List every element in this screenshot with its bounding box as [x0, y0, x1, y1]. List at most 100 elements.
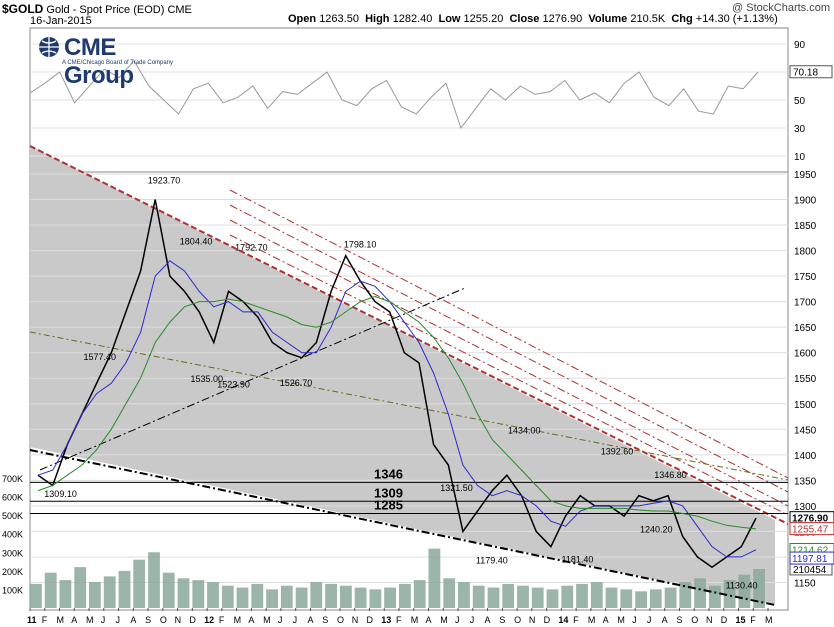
volume-bar: [517, 585, 529, 608]
price-tick-label: 1500: [794, 400, 817, 411]
x-tick-label: F: [396, 615, 402, 625]
indicator-tick-label: 30: [794, 124, 806, 135]
volume-bar: [679, 582, 692, 608]
x-tick-label: A: [71, 615, 77, 625]
logo-subtitle: A CME/Chicago Board of Trade Company: [62, 60, 174, 66]
x-tick-label: A: [485, 615, 491, 625]
indicator-last-value: 70.18: [793, 68, 818, 79]
chg-label: Chg: [671, 13, 693, 25]
x-tick-label: J: [293, 615, 298, 625]
x-tick-label: 13: [381, 615, 391, 625]
volume-bar: [443, 578, 456, 608]
high-label: High: [365, 13, 390, 25]
volume-bar: [118, 570, 131, 608]
x-tick-label: M: [86, 615, 94, 625]
price-series: [37, 199, 757, 569]
volume-bar: [177, 578, 190, 608]
price-annotation: 1535.00: [191, 374, 224, 384]
stockcharts-brand: @ StockCharts.com: [732, 2, 830, 14]
volume-bar: [266, 589, 278, 608]
volume-bar: [472, 585, 485, 608]
volume-tick-label: 300K: [2, 548, 23, 558]
volume-bar: [251, 583, 264, 608]
level-label: 1346: [374, 466, 403, 481]
x-tick-label: S: [676, 615, 682, 625]
volume-label: Volume: [588, 13, 628, 25]
price-annotation: 1392.60: [601, 447, 634, 457]
price-tick-label: 1300: [794, 502, 817, 513]
low-value: 1255.20: [463, 13, 504, 25]
volume-bar: [458, 582, 470, 608]
high-value: 1282.40: [392, 13, 433, 25]
price-annotation: 1792.70: [235, 242, 268, 252]
volume-bar: [590, 582, 603, 608]
volume-bar: [649, 589, 662, 608]
price-tick-label: 1600: [794, 349, 817, 360]
price-tick-label: 1150: [794, 578, 816, 589]
price-annotation: 1798.10: [344, 240, 377, 250]
x-tick-label: F: [42, 615, 48, 625]
volume-bar: [561, 585, 574, 608]
x-tick-label: F: [750, 615, 756, 625]
x-tick-label: N: [706, 615, 713, 625]
volume-bar: [148, 552, 160, 608]
volume-bar: [502, 583, 515, 608]
x-tick-label: D: [189, 615, 196, 625]
x-tick-label: 14: [558, 615, 568, 625]
volume-bar: [44, 572, 57, 608]
x-tick-label: S: [322, 615, 328, 625]
volume-bar: [753, 569, 765, 608]
globe-icon: [39, 37, 59, 57]
x-tick-label: O: [514, 615, 521, 625]
volume-last-value: 210454: [793, 565, 827, 576]
level-label: 1285: [374, 498, 403, 513]
x-tick-label: A: [603, 615, 609, 625]
indicator-series: 70.18: [29, 59, 833, 130]
volume-tick-label: 700K: [2, 474, 23, 484]
logo-name: CME Group: [64, 34, 134, 89]
volume-tick-label: 600K: [2, 493, 23, 503]
volume-bar: [399, 583, 411, 608]
symbol: $GOLD: [2, 2, 44, 16]
indicator-tick-label: 50: [794, 96, 806, 107]
volume-bar: [280, 585, 293, 608]
price-tick-label: 1350: [794, 476, 817, 487]
volume-bar: [576, 583, 588, 608]
x-tick-label: M: [588, 615, 596, 625]
price-tick-label: 1400: [794, 451, 817, 462]
volume-bar: [384, 587, 396, 608]
instrument-name: Gold - Spot Price (EOD): [46, 4, 165, 16]
right-label-box: [789, 551, 834, 565]
x-tick-label: N: [529, 615, 536, 625]
volume-bar: [354, 587, 367, 608]
volume-bar: [635, 591, 647, 608]
x-axis: 11 F M A M J J A S O N D 12 F M A M J J A S O N D 13 F M A M J J A S O N D 1…: [27, 608, 773, 625]
volume-bar: [310, 582, 323, 608]
price-tick-label: 1850: [794, 221, 817, 232]
upper-trendline: [29, 145, 789, 525]
chart-title: $GOLD Gold - Spot Price (EOD) CME: [2, 2, 192, 16]
price-tick-label: 1900: [794, 196, 817, 207]
chg-value: +14.30 (+1.13%): [695, 13, 778, 25]
indicator-tick-label: 90: [794, 40, 806, 51]
price-annotation: 1526.70: [280, 378, 313, 388]
volume-value: 210.5K: [630, 13, 666, 25]
ma-blue-line: [37, 260, 757, 558]
volume-bar: [89, 582, 101, 608]
price-annotation: 1179.40: [476, 556, 508, 566]
volume-bar: [694, 578, 706, 608]
lower-trendline: [29, 449, 776, 606]
support-trendline: [39, 287, 466, 471]
volume-bar: [413, 580, 426, 608]
price-line: [37, 199, 757, 569]
x-tick-label: F: [219, 615, 225, 625]
right-label-value: 1197.81: [792, 554, 828, 565]
level-label: 1309: [374, 485, 403, 500]
x-tick-label: M: [234, 615, 242, 625]
price-tick-label: 1650: [794, 323, 817, 334]
price-annotation: 1130.40: [726, 581, 758, 591]
price-annotation: 1523.90: [217, 380, 250, 390]
price-wedge-shade: [30, 146, 775, 605]
volume-bars: 100K 200K 300K 400K 500K 600K 700K 210454: [2, 474, 833, 608]
